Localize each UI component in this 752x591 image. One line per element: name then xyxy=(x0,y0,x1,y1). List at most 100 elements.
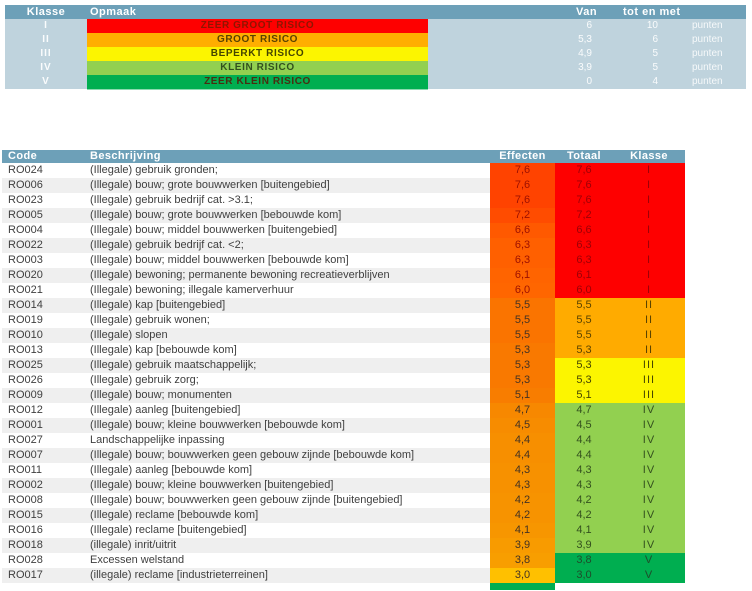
klasse-cell[interactable]: II xyxy=(613,298,685,313)
beschrijving-cell[interactable]: (Illegale) bewoning; permanente bewoning… xyxy=(90,269,390,281)
effecten-cell[interactable]: 4,5 xyxy=(490,418,555,433)
beschrijving-cell[interactable]: Excessen welstand xyxy=(90,554,185,566)
totaal-cell[interactable]: 4,2 xyxy=(555,508,613,523)
risk-header-totaal[interactable]: Totaal xyxy=(567,150,601,162)
effecten-cell[interactable]: 6,6 xyxy=(490,223,555,238)
beschrijving-cell[interactable]: (Illegale) bouw; kleine bouwwerken [bebo… xyxy=(90,419,345,431)
beschrijving-cell[interactable]: (Illegale) reclame [buitengebied] xyxy=(90,524,247,536)
code-cell[interactable]: RO005 xyxy=(8,209,43,221)
legend-unit-cell[interactable]: punten xyxy=(692,48,723,59)
legend-band-cell[interactable]: GROOT RISICO xyxy=(87,33,428,48)
totaal-cell[interactable]: 3,8 xyxy=(555,553,613,568)
code-cell[interactable]: RO001 xyxy=(8,419,43,431)
effecten-cell[interactable]: 7,6 xyxy=(490,178,555,193)
klasse-cell[interactable]: I xyxy=(613,223,685,238)
klasse-cell[interactable]: IV xyxy=(613,433,685,448)
code-cell[interactable]: RO026 xyxy=(8,374,43,386)
totaal-cell[interactable]: 7,6 xyxy=(555,163,613,178)
totaal-cell[interactable]: 6,3 xyxy=(555,253,613,268)
totaal-cell[interactable]: 4,4 xyxy=(555,433,613,448)
code-cell[interactable]: RO021 xyxy=(8,284,43,296)
klasse-cell[interactable]: V xyxy=(613,553,685,568)
code-cell[interactable]: RO017 xyxy=(8,569,43,581)
legend-header-klasse[interactable]: Klasse xyxy=(26,6,66,18)
legend-van-cell[interactable]: 4,9 xyxy=(578,48,592,59)
effecten-cell[interactable]: 7,6 xyxy=(490,193,555,208)
effecten-cell[interactable]: 3,0 xyxy=(490,568,555,583)
beschrijving-cell[interactable]: (Illegale) gebruik bedrijf cat. <2; xyxy=(90,239,244,251)
beschrijving-cell[interactable]: (Illegale) bouw; monumenten xyxy=(90,389,232,401)
klasse-cell[interactable]: IV xyxy=(613,403,685,418)
code-cell[interactable]: RO004 xyxy=(8,224,43,236)
klasse-cell[interactable]: I xyxy=(613,238,685,253)
effecten-cell[interactable]: 5,5 xyxy=(490,313,555,328)
code-cell[interactable]: RO016 xyxy=(8,524,43,536)
code-cell[interactable]: RO020 xyxy=(8,269,43,281)
beschrijving-cell[interactable]: (Illegale) gebruik maatschappelijk; xyxy=(90,359,257,371)
legend-class-cell[interactable]: II xyxy=(42,34,50,45)
legend-header-tot-en-met[interactable]: tot en met xyxy=(623,6,681,18)
klasse-cell[interactable]: IV xyxy=(613,463,685,478)
legend-van-cell[interactable]: 0 xyxy=(586,76,592,87)
code-cell[interactable]: RO028 xyxy=(8,554,43,566)
klasse-cell[interactable]: III xyxy=(613,373,685,388)
effecten-cell[interactable]: 3,9 xyxy=(490,538,555,553)
legend-unit-cell[interactable]: punten xyxy=(692,76,723,87)
totaal-cell[interactable]: 4,4 xyxy=(555,448,613,463)
klasse-cell[interactable]: I xyxy=(613,193,685,208)
beschrijving-cell[interactable]: (Illegale) gebruik zorg; xyxy=(90,374,199,386)
legend-tot-cell[interactable]: 5 xyxy=(652,48,658,59)
code-cell[interactable]: RO023 xyxy=(8,194,43,206)
totaal-cell[interactable]: 7,6 xyxy=(555,178,613,193)
effecten-cell[interactable]: 6,1 xyxy=(490,268,555,283)
totaal-cell[interactable]: 3,0 xyxy=(555,568,613,583)
totaal-cell[interactable]: 5,5 xyxy=(555,313,613,328)
code-cell[interactable]: RO008 xyxy=(8,494,43,506)
risk-header-code[interactable]: Code xyxy=(8,150,38,162)
totaal-cell[interactable]: 5,3 xyxy=(555,373,613,388)
legend-band-cell[interactable]: ZEER GROOT RISICO xyxy=(87,19,428,34)
totaal-cell[interactable]: 6,0 xyxy=(555,283,613,298)
effecten-cell[interactable]: 4,2 xyxy=(490,508,555,523)
effecten-cell[interactable]: 4,2 xyxy=(490,493,555,508)
legend-header-opmaak[interactable]: Opmaak xyxy=(90,6,137,18)
code-cell[interactable]: RO014 xyxy=(8,299,43,311)
beschrijving-cell[interactable]: (Illegale) gebruik wonen; xyxy=(90,314,210,326)
klasse-cell[interactable]: IV xyxy=(613,538,685,553)
code-cell[interactable]: RO015 xyxy=(8,509,43,521)
code-cell[interactable]: RO007 xyxy=(8,449,43,461)
beschrijving-cell[interactable]: (Illegale) gebruik bedrijf cat. >3.1; xyxy=(90,194,253,206)
totaal-cell[interactable]: 4,1 xyxy=(555,523,613,538)
totaal-cell[interactable]: 4,3 xyxy=(555,463,613,478)
effecten-cell[interactable]: 5,3 xyxy=(490,358,555,373)
legend-van-cell[interactable]: 5,3 xyxy=(578,34,592,45)
klasse-cell[interactable]: II xyxy=(613,343,685,358)
legend-class-cell[interactable]: III xyxy=(40,48,52,59)
legend-class-cell[interactable]: V xyxy=(42,76,50,87)
legend-tot-cell[interactable]: 5 xyxy=(652,62,658,73)
legend-tot-cell[interactable]: 6 xyxy=(652,34,658,45)
code-cell[interactable]: RO019 xyxy=(8,314,43,326)
legend-unit-cell[interactable]: punten xyxy=(692,34,723,45)
klasse-cell[interactable]: I xyxy=(613,208,685,223)
klasse-cell[interactable]: I xyxy=(613,163,685,178)
klasse-cell[interactable]: II xyxy=(613,313,685,328)
beschrijving-cell[interactable]: (Illegale) bouw; grote bouwwerken [bebou… xyxy=(90,209,342,221)
beschrijving-cell[interactable]: (Illegale) bouw; kleine bouwwerken [buit… xyxy=(90,479,334,491)
beschrijving-cell[interactable]: (Illegale) slopen xyxy=(90,329,168,341)
beschrijving-cell[interactable]: (Illegale) aanleg [bebouwde kom] xyxy=(90,464,253,476)
risk-header-beschrijving[interactable]: Beschrijving xyxy=(90,150,161,162)
effecten-cell[interactable]: 6,0 xyxy=(490,283,555,298)
effecten-cell[interactable]: 6,3 xyxy=(490,253,555,268)
klasse-cell[interactable]: IV xyxy=(613,478,685,493)
legend-tot-cell[interactable]: 4 xyxy=(652,76,658,87)
effecten-cell[interactable]: 5,3 xyxy=(490,343,555,358)
klasse-cell[interactable]: II xyxy=(613,328,685,343)
klasse-cell[interactable]: IV xyxy=(613,493,685,508)
code-cell[interactable]: RO027 xyxy=(8,434,43,446)
beschrijving-cell[interactable]: (Illegale) bewoning; illegale kamerverhu… xyxy=(90,284,294,296)
beschrijving-cell[interactable]: (illegale) inrit/uitrit xyxy=(90,539,177,551)
beschrijving-cell[interactable]: (Illegale) kap [bebouwde kom] xyxy=(90,344,237,356)
beschrijving-cell[interactable]: (Illegale) bouw; middel bouwwerken [buit… xyxy=(90,224,338,236)
beschrijving-cell[interactable]: (Illegale) bouw; bouwwerken geen gebouw … xyxy=(90,494,403,506)
